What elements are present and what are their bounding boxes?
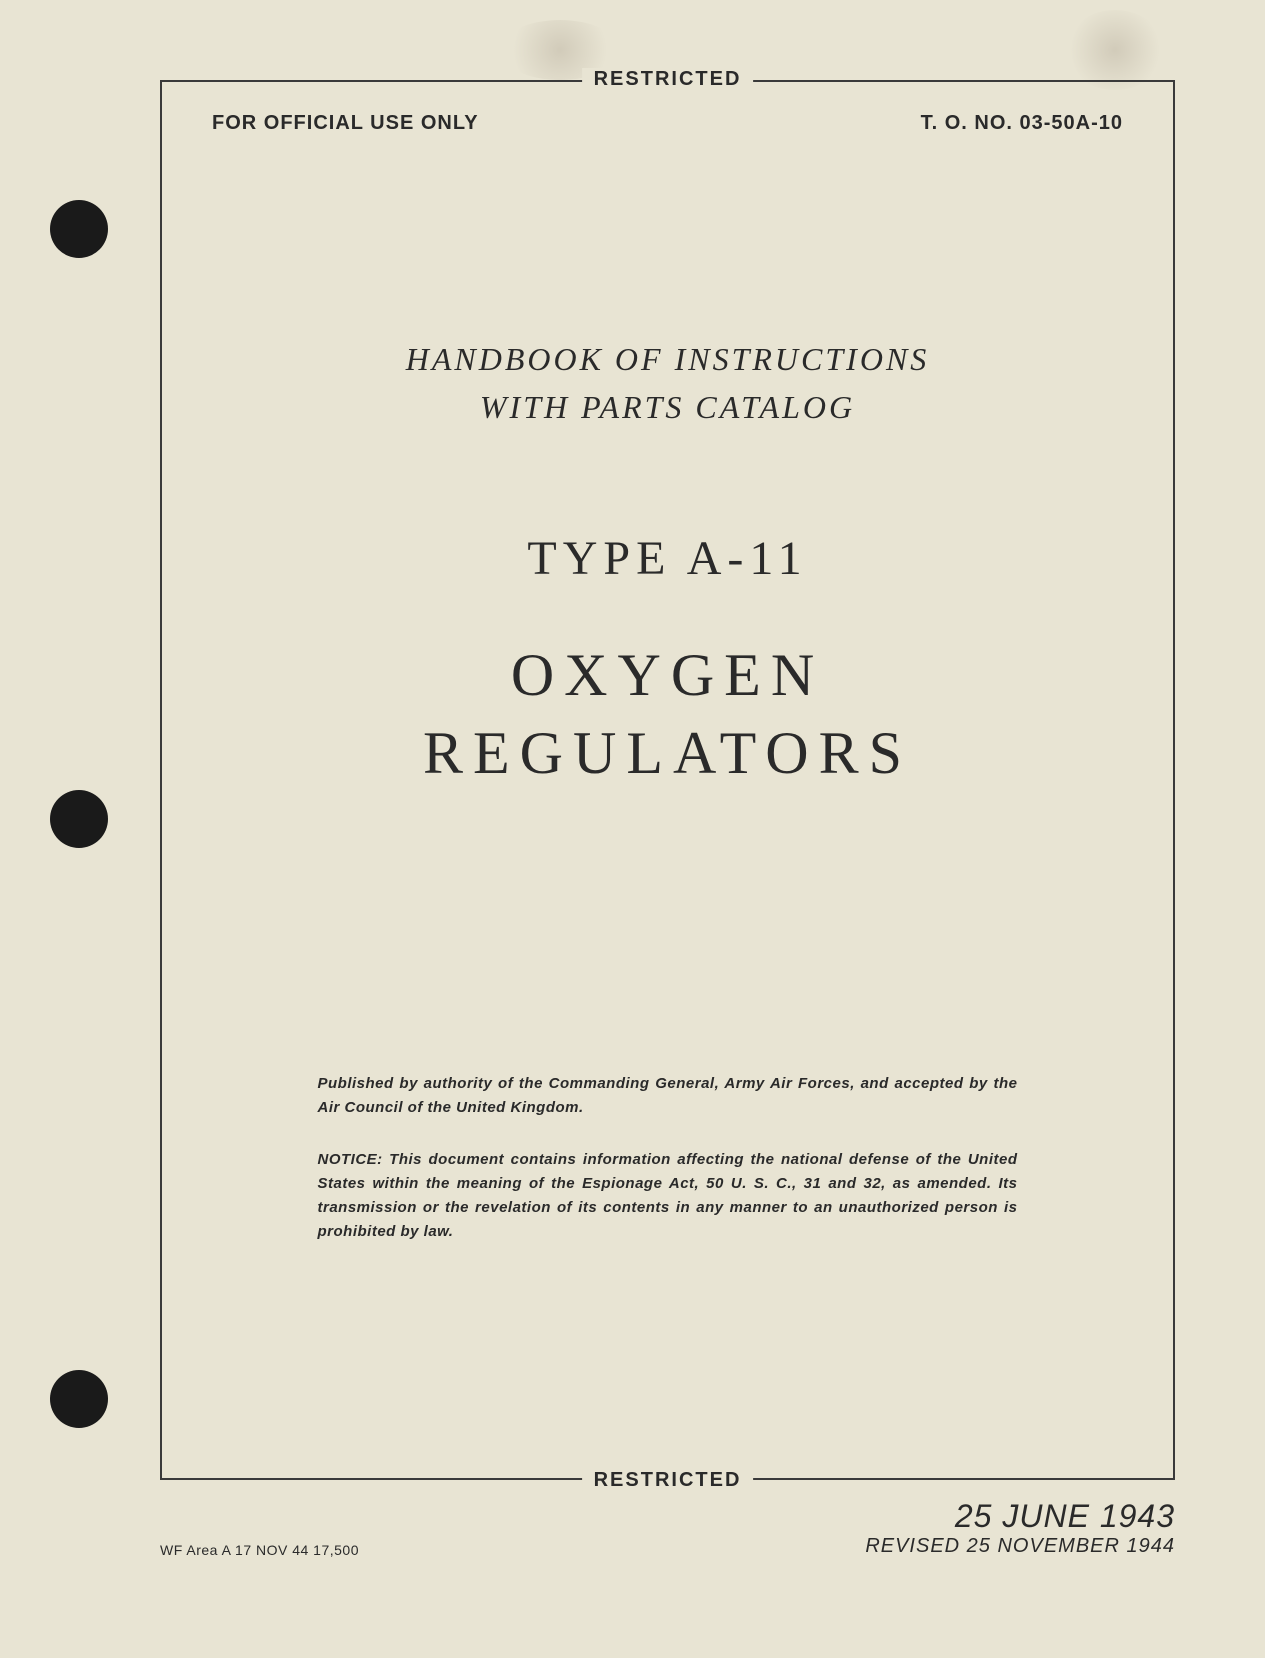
footer-row: WF Area A 17 NOV 44 17,500 25 JUNE 1943 … <box>160 1498 1175 1558</box>
aging-stain <box>1065 10 1165 90</box>
classification-label-top: RESTRICTED <box>582 68 754 91</box>
subtitle-line-2: WITH PARTS CATALOG <box>212 383 1123 431</box>
main-title-line-2: REGULATORS <box>212 714 1123 792</box>
document-page: RESTRICTED FOR OFFICIAL USE ONLY T. O. N… <box>0 0 1265 1658</box>
punch-hole-icon <box>50 790 108 848</box>
date-block: 25 JUNE 1943 REVISED 25 NOVEMBER 1944 <box>865 1498 1175 1558</box>
punch-hole-icon <box>50 200 108 258</box>
publisher-statement: Published by authority of the Commanding… <box>318 1072 1018 1120</box>
content-frame: RESTRICTED FOR OFFICIAL USE ONLY T. O. N… <box>160 80 1175 1480</box>
punch-hole-icon <box>50 1370 108 1428</box>
official-use-label: FOR OFFICIAL USE ONLY <box>212 112 479 135</box>
main-title-line-1: OXYGEN <box>212 636 1123 714</box>
document-main-title: OXYGEN REGULATORS <box>212 636 1123 792</box>
classification-label-bottom: RESTRICTED <box>582 1469 754 1492</box>
technical-order-number: T. O. NO. 03-50A-10 <box>921 112 1123 135</box>
publication-date: 25 JUNE 1943 <box>865 1498 1175 1535</box>
security-notice: NOTICE: This document contains informati… <box>318 1148 1018 1244</box>
revision-date: REVISED 25 NOVEMBER 1944 <box>865 1535 1175 1558</box>
notice-text: This document contains information affec… <box>318 1151 1018 1240</box>
document-subtitle: HANDBOOK OF INSTRUCTIONS WITH PARTS CATA… <box>212 335 1123 431</box>
header-row: FOR OFFICIAL USE ONLY T. O. NO. 03-50A-1… <box>212 112 1123 135</box>
notice-label: NOTICE: <box>318 1151 383 1168</box>
print-info: WF Area A 17 NOV 44 17,500 <box>160 1542 359 1558</box>
subtitle-line-1: HANDBOOK OF INSTRUCTIONS <box>212 335 1123 383</box>
type-designation: TYPE A-11 <box>212 531 1123 586</box>
